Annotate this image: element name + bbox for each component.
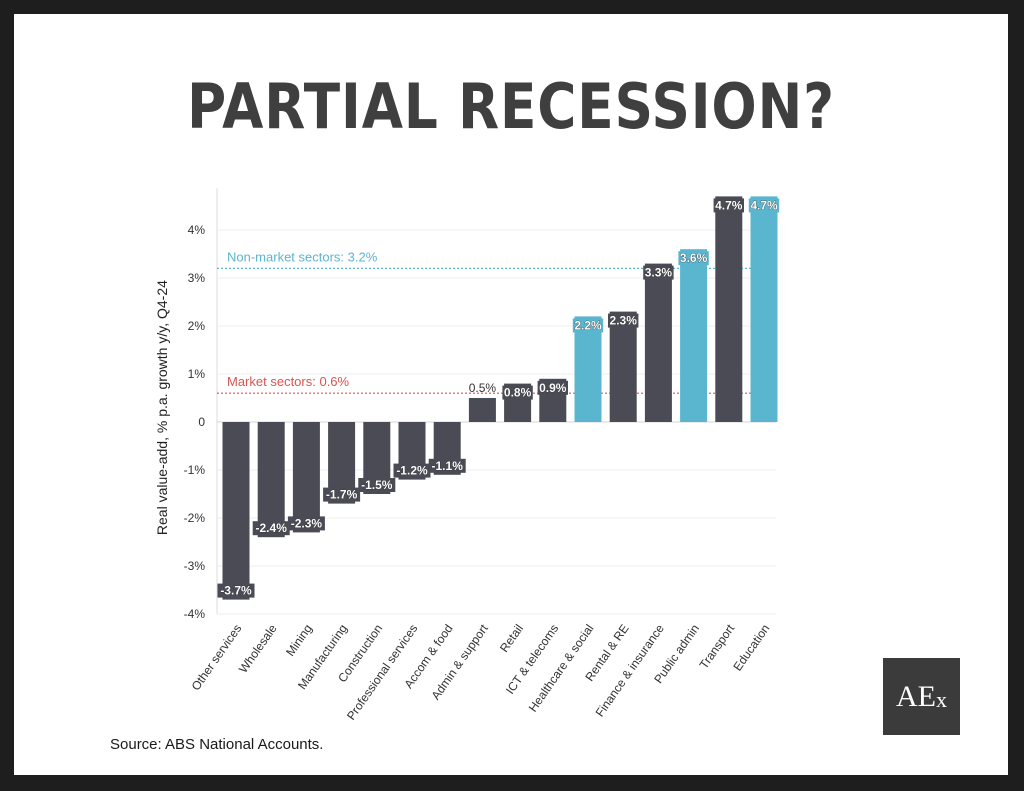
y-tick-label: -3% (184, 559, 206, 573)
data-label: 4.7% (750, 198, 778, 212)
x-tick-label: Other services (189, 622, 245, 693)
data-label-bg (748, 198, 780, 213)
data-label-bg (428, 458, 466, 473)
data-label: -2.3% (291, 516, 323, 530)
logo: AE x (883, 658, 960, 735)
reference-line-label: Non-market sectors: 3.2% (227, 249, 378, 264)
data-label: 2.3% (610, 314, 638, 328)
data-label-bg (358, 478, 396, 492)
bar (750, 196, 778, 422)
data-label-bg (643, 265, 674, 280)
data-label-bg (537, 380, 568, 395)
data-label: -1.5% (361, 478, 393, 492)
data-label: 4.7% (715, 198, 743, 212)
y-tick-label: 4% (188, 223, 206, 237)
bar (468, 398, 496, 422)
page-title: PARTIAL RECESSION? (187, 70, 835, 143)
bar (257, 422, 285, 538)
data-label: 2.2% (574, 318, 602, 332)
data-label: 3.3% (645, 266, 673, 280)
y-tick-label: 2% (188, 319, 206, 333)
bar (292, 422, 320, 533)
data-label-bg (572, 318, 604, 333)
data-label-bg (323, 487, 361, 502)
bar (644, 263, 672, 422)
bars: -3.7% -2.4% -2.3%-1.7%-1.5%-1.2% -1.1% 0.5% 0… (217, 196, 780, 600)
y-tick-label: 3% (188, 271, 206, 285)
y-tick-label: -4% (184, 607, 206, 621)
data-label-bg (713, 198, 744, 213)
x-tick-label: Retail (497, 622, 526, 655)
data-label: -1.7% (326, 488, 358, 502)
y-tick-label: -1% (184, 463, 206, 477)
logo-text-small: x (936, 687, 947, 712)
data-label-bg (287, 516, 325, 531)
y-axis: -4% -3% -2% -1% 0 1% 2% 3% 4% (184, 223, 206, 621)
data-label: -1.2% (396, 464, 428, 478)
data-label-bg (393, 463, 431, 478)
y-tick-label: -2% (184, 511, 206, 525)
data-label: 0.5% (469, 381, 497, 395)
reference-line-label: Market sectors: 0.6% (227, 374, 350, 389)
bar (222, 422, 250, 600)
bar (680, 249, 708, 422)
bar (574, 316, 602, 422)
bar (609, 311, 637, 422)
y-axis-label: Real value-add, % p.a. growth y/y, Q4-24 (154, 280, 170, 535)
data-label-bg (502, 385, 533, 400)
data-label: 0.8% (504, 386, 532, 400)
y-tick-label: 1% (188, 367, 206, 381)
data-label-bg (608, 313, 639, 328)
bar (715, 196, 743, 422)
data-label: 3.6% (680, 251, 708, 265)
chart-frame: PARTIAL RECESSION? -4% -3% -2% -1% 0 1% 2% 3% 4%… (14, 14, 1008, 775)
source-note: Source: ABS National Accounts. (110, 736, 324, 753)
data-label-bg (678, 251, 709, 266)
y-tick-label: 0 (198, 415, 205, 429)
logo-text: AE (896, 679, 936, 713)
data-label-bg (217, 583, 255, 598)
data-label: -3.7% (220, 584, 252, 598)
x-tick-label: Mining (283, 622, 315, 659)
data-label: -1.1% (432, 459, 464, 473)
data-label-bg (252, 521, 290, 536)
data-label: -2.4% (256, 521, 288, 535)
data-label: 0.9% (539, 381, 567, 395)
x-tick-label: Healthcare & social (526, 622, 597, 715)
bar-chart: -4% -3% -2% -1% 0 1% 2% 3% 4% Non-market sectors… (154, 188, 780, 723)
